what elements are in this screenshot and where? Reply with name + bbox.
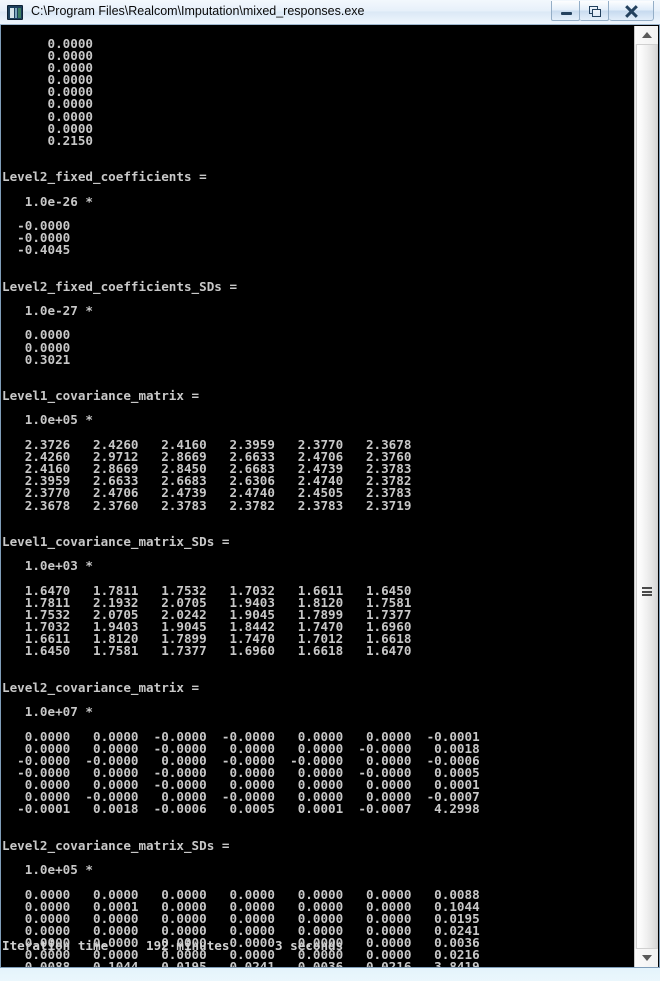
console-icon xyxy=(7,5,23,20)
chevron-up-icon xyxy=(641,32,652,38)
minimize-icon xyxy=(561,12,572,15)
chevron-down-icon xyxy=(641,955,652,961)
window-title: C:\Program Files\Realcom\Imputation\mixe… xyxy=(31,4,365,18)
minimize-button[interactable] xyxy=(551,1,580,21)
console-client-area[interactable]: 0.0000 0.0000 0.0000 0.0000 0.0000 0.000… xyxy=(0,25,660,968)
scroll-up-arrow[interactable] xyxy=(635,26,658,44)
title-bar[interactable]: C:\Program Files\Realcom\Imputation\mixe… xyxy=(0,0,660,25)
scroll-thumb-grip xyxy=(642,587,652,596)
console-output-text: 0.0000 0.0000 0.0000 0.0000 0.0000 0.000… xyxy=(2,35,480,968)
close-button[interactable] xyxy=(609,1,654,21)
restore-icon-front xyxy=(592,9,601,17)
scroll-thumb[interactable] xyxy=(636,44,658,949)
restore-button[interactable] xyxy=(580,1,609,21)
iteration-time-status: Iteration time 192 minutes 3 seconds xyxy=(2,938,344,954)
scroll-down-arrow[interactable] xyxy=(635,949,658,967)
vertical-scrollbar[interactable] xyxy=(634,26,658,967)
close-icon xyxy=(623,5,640,18)
